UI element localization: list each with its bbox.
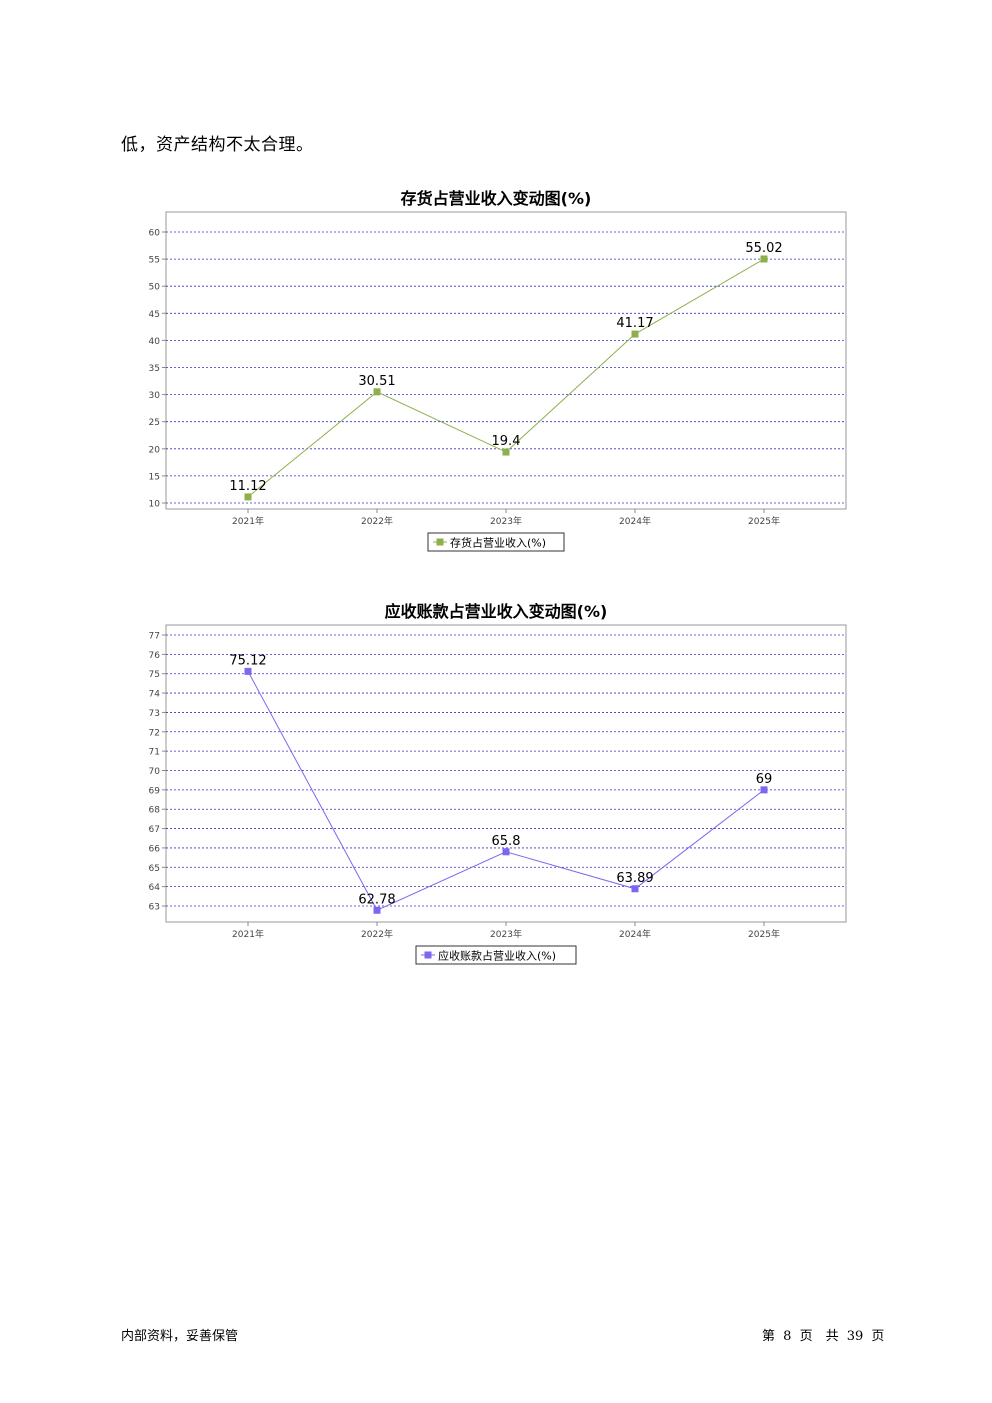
- y-tick-label: 15: [149, 472, 160, 482]
- legend-label: 应收账款占营业收入(%): [438, 949, 556, 963]
- x-tick-label: 2025年: [748, 928, 780, 940]
- x-tick-label: 2021年: [232, 928, 264, 940]
- data-label: 63.89: [616, 871, 653, 886]
- y-tick-label: 73: [149, 709, 160, 719]
- y-tick-label: 67: [149, 825, 160, 835]
- legend-box: [415, 945, 577, 965]
- y-tick-label: 75: [149, 670, 160, 680]
- x-tick-label: 2022年: [361, 515, 393, 527]
- y-tick-label: 50: [149, 283, 161, 293]
- y-tick-label: 20: [149, 445, 161, 455]
- y-tick-label: 40: [149, 337, 161, 347]
- data-point: [244, 667, 252, 675]
- y-tick-label: 77: [149, 632, 160, 642]
- y-tick-label: 76: [149, 651, 161, 661]
- page-suffix: 页: [871, 1329, 885, 1344]
- data-label: 30.51: [358, 374, 395, 389]
- data-label: 55.02: [745, 241, 782, 256]
- intro-text: 低，资产结构不太合理。: [121, 135, 314, 155]
- x-tick-label: 2024年: [619, 928, 651, 940]
- data-label: 65.8: [492, 834, 521, 849]
- y-tick-label: 74: [149, 690, 161, 700]
- data-label: 19.4: [492, 434, 521, 449]
- y-tick-label: 72: [149, 728, 160, 738]
- y-tick-label: 63: [149, 903, 160, 913]
- data-point: [631, 885, 639, 893]
- y-tick-label: 66: [149, 844, 161, 854]
- data-label: 69: [756, 772, 773, 787]
- legend-marker: [424, 951, 432, 959]
- page-mid: 页 共: [799, 1329, 839, 1344]
- legend-marker: [436, 538, 444, 546]
- x-tick-label: 2022年: [361, 928, 393, 940]
- x-tick-label: 2023年: [490, 515, 522, 527]
- y-tick-label: 10: [149, 500, 161, 510]
- inventory-ratio-chart-svg: 存货占营业收入变动图(%) 10 15 20 25 30 35 40 45 50 55 60 2021年…: [149, 189, 847, 552]
- x-tick-label: 2025年: [748, 515, 780, 527]
- chart-title: 存货占营业收入变动图(%): [401, 189, 592, 208]
- footer-page-number: 第 8 页 共 39 页: [760, 1325, 886, 1344]
- inventory-ratio-chart: 存货占营业收入变动图(%) 10 15 20 25 30 35 40 45 50 55 60 2021年…: [0, 180, 992, 560]
- y-tick-label: 60: [149, 229, 161, 239]
- y-tick-label: 30: [149, 391, 161, 401]
- page-current: 8: [783, 1329, 792, 1344]
- data-label: 41.17: [616, 316, 653, 331]
- page-prefix: 第: [762, 1329, 776, 1344]
- y-tick-label: 70: [149, 767, 161, 777]
- y-tick-label: 55: [149, 256, 160, 266]
- x-tick-label: 2024年: [619, 515, 651, 527]
- plot-area: [165, 211, 847, 510]
- receivables-ratio-chart: 应收账款占营业收入变动图(%) 63 64 65 66 67 68 69 70 71 72 73 74 7…: [0, 593, 992, 973]
- y-tick-label: 68: [149, 806, 161, 816]
- data-point: [631, 330, 639, 338]
- y-tick-label: 25: [149, 418, 160, 428]
- y-tick-label: 71: [149, 748, 160, 758]
- data-point: [244, 493, 252, 501]
- y-tick-label: 69: [149, 786, 161, 796]
- x-tick-label: 2021年: [232, 515, 264, 527]
- plot-area: [165, 624, 847, 923]
- y-tick-label: 45: [149, 310, 160, 320]
- y-tick-label: 65: [149, 864, 160, 874]
- data-label: 62.78: [358, 892, 395, 907]
- data-point: [373, 906, 381, 914]
- data-point: [373, 388, 381, 396]
- x-tick-label: 2023年: [490, 928, 522, 940]
- data-point: [502, 848, 510, 856]
- page-total: 39: [846, 1329, 864, 1344]
- footer-confidential-note: 内部资料，妥善保管: [121, 1329, 239, 1344]
- data-label: 75.12: [229, 653, 266, 668]
- legend-box: [427, 532, 565, 552]
- data-point: [502, 448, 510, 456]
- data-label: 11.12: [229, 479, 266, 494]
- y-tick-label: 35: [149, 364, 160, 374]
- data-point: [760, 786, 768, 794]
- receivables-ratio-chart-svg: 应收账款占营业收入变动图(%) 63 64 65 66 67 68 69 70 71 72 73 74 7…: [149, 602, 847, 965]
- chart-title: 应收账款占营业收入变动图(%): [385, 602, 608, 621]
- y-tick-label: 64: [149, 883, 161, 893]
- legend-label: 存货占营业收入(%): [450, 536, 546, 550]
- data-point: [760, 255, 768, 263]
